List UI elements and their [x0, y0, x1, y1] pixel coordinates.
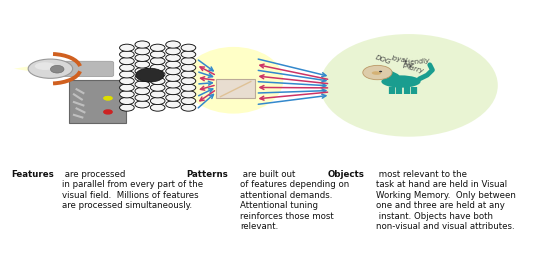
Circle shape — [181, 104, 196, 111]
Circle shape — [135, 94, 150, 101]
Ellipse shape — [365, 68, 374, 75]
Text: pet: pet — [402, 62, 414, 69]
Circle shape — [103, 96, 113, 101]
Text: friendly: friendly — [403, 58, 431, 66]
Circle shape — [166, 68, 180, 75]
Circle shape — [363, 65, 392, 80]
Circle shape — [135, 41, 150, 48]
Circle shape — [150, 71, 165, 78]
Text: Objects: Objects — [328, 170, 365, 179]
Text: are built out
of features depending on
attentional demands.
Attentional tuning
r: are built out of features depending on a… — [240, 170, 349, 231]
FancyBboxPatch shape — [63, 61, 114, 77]
Circle shape — [135, 87, 150, 95]
Circle shape — [166, 61, 180, 68]
Circle shape — [150, 97, 165, 104]
Circle shape — [379, 71, 382, 72]
Circle shape — [181, 44, 196, 51]
Circle shape — [181, 77, 196, 85]
Circle shape — [103, 109, 113, 114]
Circle shape — [166, 54, 180, 61]
Circle shape — [119, 77, 134, 85]
Circle shape — [166, 81, 180, 88]
Circle shape — [166, 101, 180, 108]
Circle shape — [150, 64, 165, 71]
Circle shape — [119, 84, 134, 91]
Circle shape — [135, 54, 150, 61]
Circle shape — [166, 74, 180, 81]
Ellipse shape — [372, 71, 381, 75]
Ellipse shape — [382, 75, 421, 88]
Circle shape — [119, 44, 134, 51]
Text: most relevant to the
task at hand are held in Visual
Working Memory.  Only betwe: most relevant to the task at hand are he… — [376, 170, 516, 231]
Text: furry: furry — [407, 64, 425, 74]
Circle shape — [135, 81, 150, 88]
Circle shape — [119, 97, 134, 104]
Circle shape — [119, 51, 134, 58]
Circle shape — [181, 58, 196, 65]
Circle shape — [136, 68, 164, 82]
Circle shape — [119, 91, 134, 98]
Circle shape — [181, 64, 196, 71]
Circle shape — [135, 47, 150, 55]
Circle shape — [150, 77, 165, 85]
Circle shape — [150, 58, 165, 65]
Circle shape — [150, 84, 165, 91]
Circle shape — [166, 41, 180, 48]
Text: are processed
in parallel from every part of the
visual field.  Millions of feat: are processed in parallel from every par… — [63, 170, 204, 210]
Ellipse shape — [50, 65, 64, 73]
Ellipse shape — [28, 59, 72, 78]
Circle shape — [119, 71, 134, 78]
Circle shape — [166, 47, 180, 55]
Circle shape — [181, 51, 196, 58]
Circle shape — [135, 68, 150, 75]
Ellipse shape — [35, 62, 56, 70]
Bar — [69, 80, 126, 123]
Circle shape — [166, 94, 180, 101]
Circle shape — [150, 51, 165, 58]
Ellipse shape — [320, 34, 498, 137]
Circle shape — [150, 104, 165, 111]
Circle shape — [103, 110, 113, 115]
Ellipse shape — [184, 47, 283, 114]
Circle shape — [166, 87, 180, 95]
Circle shape — [181, 84, 196, 91]
Circle shape — [119, 58, 134, 65]
Circle shape — [135, 61, 150, 68]
Circle shape — [150, 91, 165, 98]
Text: DOG: DOG — [374, 55, 391, 66]
Circle shape — [181, 97, 196, 104]
Circle shape — [181, 71, 196, 78]
Text: Features: Features — [11, 170, 54, 179]
Circle shape — [119, 104, 134, 111]
Circle shape — [103, 96, 113, 101]
FancyBboxPatch shape — [216, 79, 255, 98]
Circle shape — [135, 101, 150, 108]
Circle shape — [150, 44, 165, 51]
Circle shape — [181, 91, 196, 98]
Text: Patterns: Patterns — [186, 170, 228, 179]
Circle shape — [119, 64, 134, 71]
Circle shape — [135, 74, 150, 81]
Text: loyal: loyal — [391, 55, 408, 64]
Wedge shape — [14, 62, 58, 75]
